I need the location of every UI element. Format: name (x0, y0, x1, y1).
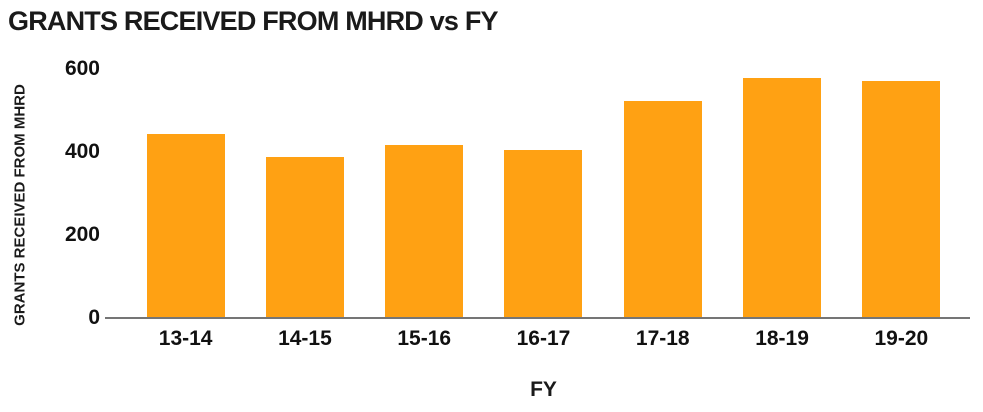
y-tick-label: 600 (64, 57, 100, 80)
chart-title: GRANTS RECEIVED FROM MHRD vs FY (8, 6, 499, 36)
y-axis-title: GRANTS RECEIVED FROM MHRD (11, 84, 29, 326)
x-tick-label: 19-20 (874, 327, 929, 350)
bar (385, 144, 464, 319)
bar-slot (126, 70, 245, 319)
x-axis-title: FY (530, 378, 557, 401)
bar (743, 78, 822, 319)
x-axis-line (105, 317, 970, 319)
x-axis-tick-labels: 13-14 14-15 15-16 16-17 17-18 18-19 19-20 (126, 327, 961, 351)
bar (265, 157, 344, 319)
y-tick-label: 400 (64, 140, 100, 163)
x-tick-label: 15-16 (397, 327, 452, 350)
bar-slot (842, 70, 961, 319)
x-tick-label: 13-14 (158, 327, 213, 350)
bar (862, 81, 941, 319)
x-tick-label: 14-15 (278, 327, 332, 350)
bar (146, 134, 225, 319)
bar-slot (722, 70, 841, 319)
bar (504, 150, 583, 319)
bar-slot (603, 70, 722, 319)
x-tick-label: 18-19 (755, 327, 809, 350)
y-tick-label: 0 (88, 306, 100, 329)
bar-slot (245, 70, 364, 319)
x-tick-label: 17-18 (635, 327, 690, 350)
bar-slot (484, 70, 603, 319)
bar-slot (365, 70, 484, 319)
bar (623, 101, 702, 319)
y-tick-label: 200 (64, 223, 100, 246)
x-tick-label: 16-17 (516, 327, 571, 350)
plot-area (126, 70, 961, 319)
